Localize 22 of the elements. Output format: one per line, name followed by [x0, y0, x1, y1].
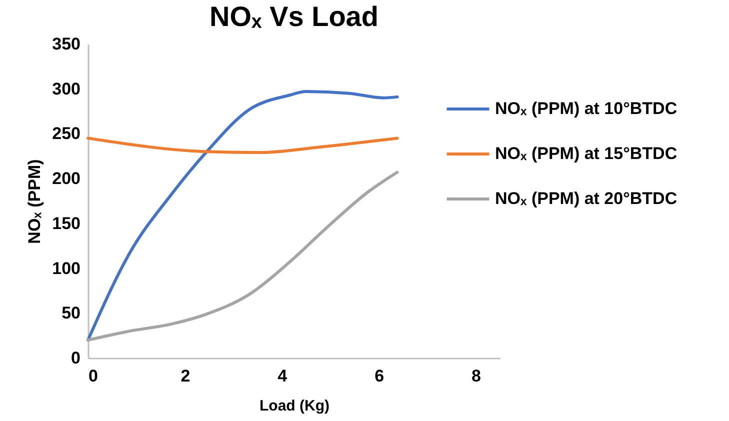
x-tick-label: 8	[472, 366, 481, 386]
line-series	[86, 90, 399, 342]
y-tick-label: 150	[52, 214, 80, 233]
x-tick-label: 0	[88, 366, 98, 386]
y-tick-label: 250	[52, 124, 80, 144]
chart-title: NOₓ Vs Load	[210, 1, 378, 32]
x-tick-label: 4	[278, 366, 288, 386]
x-axis-title: Load (Kg)	[260, 398, 330, 414]
line-series	[86, 170, 399, 342]
y-axis-title: NOₓ (PPM)	[25, 159, 44, 244]
x-tick-label: 2	[180, 366, 190, 386]
y-tick-label: 100	[52, 258, 80, 278]
y-tick-label: 350	[52, 34, 80, 54]
legend-label: NOₓ (PPM) at 20°BTDC	[495, 189, 678, 208]
x-tick-label: 6	[374, 366, 384, 386]
y-tick-label: 300	[52, 79, 80, 98]
legend-label: NOₓ (PPM) at 10°BTDC	[495, 99, 678, 118]
y-tick-label: 200	[52, 169, 80, 188]
y-tick-label: 50	[62, 304, 80, 323]
line-series	[86, 136, 399, 154]
y-tick-label: 0	[71, 348, 80, 368]
legend-label: NOₓ (PPM) at 15°BTDC	[495, 144, 678, 163]
